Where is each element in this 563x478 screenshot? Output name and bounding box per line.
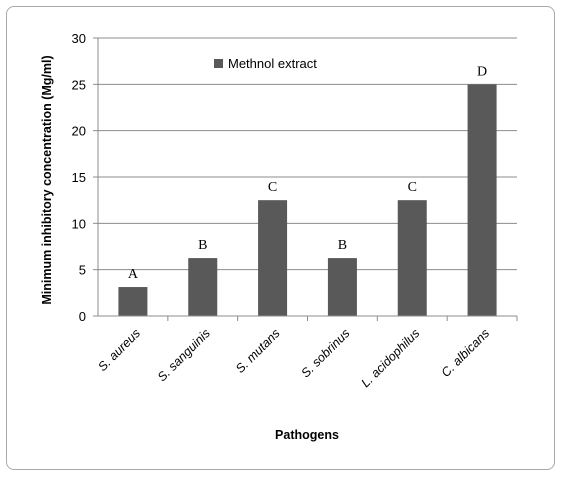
x-axis-title: Pathogens: [275, 428, 339, 442]
bar: [258, 200, 288, 316]
y-tick-label: 10: [72, 216, 86, 231]
y-tick-labels: 0 5 10 15 20 25 30: [72, 31, 98, 324]
category-label: L. acidophilus: [358, 326, 422, 390]
bars: [118, 84, 497, 316]
legend-swatch: [214, 59, 223, 68]
bar-annotation: B: [338, 238, 347, 253]
bar-annotation: B: [198, 238, 207, 253]
bar-annotation: C: [268, 180, 277, 195]
category-label: S. sobrinus: [298, 326, 352, 380]
bar: [188, 258, 218, 316]
y-tick-label: 5: [79, 263, 86, 278]
bar-annotation: C: [408, 180, 417, 195]
y-tick-label: 15: [72, 170, 86, 185]
y-tick-label: 25: [72, 77, 86, 92]
bar-annotation: D: [477, 64, 487, 79]
bar: [397, 200, 427, 316]
y-tick-label: 20: [72, 124, 86, 139]
bar: [118, 287, 148, 316]
category-label: C. albicans: [439, 326, 493, 380]
category-labels: S. aureus S. sanguinis S. mutans S. sobrinu…: [95, 316, 518, 390]
y-axis-title: Minimum inhibitory concentration (Mg/ml): [40, 55, 54, 304]
gridlines: [98, 37, 517, 271]
bar: [327, 258, 357, 316]
y-tick-label: 0: [79, 309, 86, 324]
bar: [467, 84, 497, 316]
category-label: S. sanguinis: [155, 326, 213, 384]
category-label: S. aureus: [95, 326, 143, 374]
y-tick-label: 30: [72, 31, 86, 46]
legend: Methnol extract: [214, 56, 317, 71]
category-label: S. mutans: [233, 326, 283, 376]
bar-annotation: A: [128, 267, 139, 282]
legend-label: Methnol extract: [228, 56, 317, 71]
bar-annotations: A B C B C D: [128, 64, 487, 282]
